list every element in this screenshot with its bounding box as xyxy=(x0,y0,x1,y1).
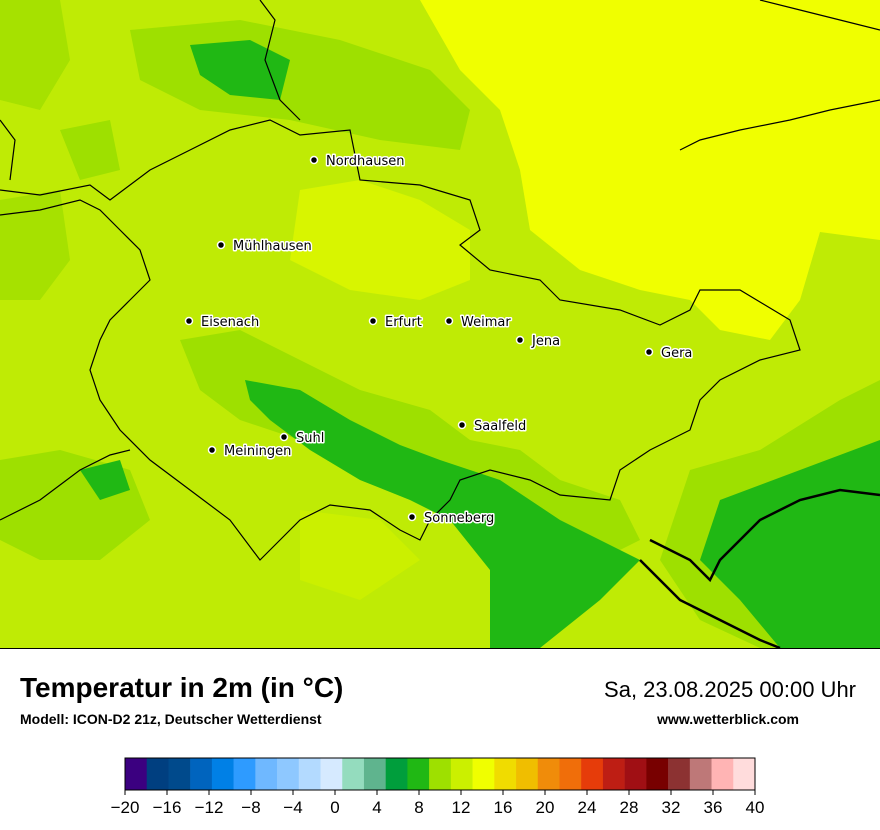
legend-tick-label: 12 xyxy=(452,798,471,817)
city-9: Meiningen xyxy=(207,443,293,461)
legend-swatch xyxy=(494,758,517,790)
city-label: Eisenach xyxy=(201,315,259,330)
city-dot-icon xyxy=(644,347,654,357)
legend-swatch xyxy=(581,758,604,790)
legend-tick-label: 36 xyxy=(704,798,723,817)
city-label: Gera xyxy=(661,346,692,361)
legend-swatch xyxy=(363,758,386,790)
city-1: Mühlhausen xyxy=(216,238,313,256)
legend-swatch xyxy=(624,758,647,790)
legend-swatch xyxy=(559,758,582,790)
legend-scale: −20 −16 −12 −8 −4 0 4 8 12 16 20 24 28 32 36 40 xyxy=(111,757,765,817)
legend-swatch xyxy=(711,758,734,790)
legend-tick-label: 24 xyxy=(578,798,597,817)
legend-swatch xyxy=(298,758,321,790)
legend-swatch xyxy=(429,758,452,790)
temperature-map[interactable]: Nordhausen Mühlhausen Eisenach Erfurt Weimar… xyxy=(0,0,880,649)
legend-tick-label: −8 xyxy=(241,798,260,817)
model-info: Modell: ICON-D2 21z, Deutscher Wetterdie… xyxy=(20,711,322,727)
legend-swatch xyxy=(385,758,408,790)
legend-swatch xyxy=(516,758,539,790)
legend-tick-label: 28 xyxy=(620,798,639,817)
legend-tick-label: 4 xyxy=(372,798,381,817)
legend-tick-label: 0 xyxy=(330,798,339,817)
forecast-datetime: Sa, 23.08.2025 00:00 Uhr xyxy=(604,677,856,702)
legend-swatch xyxy=(146,758,169,790)
legend-border xyxy=(124,757,756,791)
city-0: Nordhausen xyxy=(309,153,406,171)
legend-swatch xyxy=(125,758,148,790)
city-label: Weimar xyxy=(461,315,511,330)
city-5: Jena xyxy=(515,333,562,351)
legend-swatch xyxy=(211,758,234,790)
legend-swatch xyxy=(646,758,669,790)
city-markers: Nordhausen Mühlhausen Eisenach Erfurt Weimar… xyxy=(184,153,694,528)
city-label: Erfurt xyxy=(385,315,422,330)
legend-tick-label: −4 xyxy=(283,798,302,817)
legend-tick-label: 40 xyxy=(746,798,765,817)
legend-swatch xyxy=(233,758,256,790)
legend-swatch xyxy=(450,758,473,790)
city-dot-icon xyxy=(184,316,194,326)
city-dot-icon xyxy=(444,316,454,326)
legend-swatch xyxy=(320,758,343,790)
legend-swatch xyxy=(472,758,495,790)
legend-swatch xyxy=(689,758,712,790)
city-6: Gera xyxy=(644,345,694,363)
website-link[interactable]: www.wetterblick.com xyxy=(657,711,799,727)
map-title: Temperatur in 2m (in °C) xyxy=(20,672,344,703)
city-dot-icon xyxy=(457,420,467,430)
legend-swatch xyxy=(255,758,278,790)
legend-tick-label: −12 xyxy=(195,798,224,817)
city-8: Suhl xyxy=(279,430,326,448)
city-label: Jena xyxy=(531,334,560,349)
city-label: Suhl xyxy=(296,431,324,446)
city-dot-icon xyxy=(407,512,417,522)
city-7: Saalfeld xyxy=(457,418,528,436)
city-label: Sonneberg xyxy=(424,511,494,526)
legend-tick-label: 8 xyxy=(414,798,423,817)
city-dot-icon xyxy=(515,335,525,345)
city-3: Erfurt xyxy=(368,314,423,332)
legend-swatch xyxy=(277,758,300,790)
city-label: Meiningen xyxy=(224,444,291,459)
legend-tick-label: −16 xyxy=(153,798,182,817)
city-dot-icon xyxy=(368,316,378,326)
city-4: Weimar xyxy=(444,314,513,332)
city-label: Nordhausen xyxy=(326,154,405,169)
city-2: Eisenach xyxy=(184,314,261,332)
legend-swatch xyxy=(668,758,691,790)
legend-swatch xyxy=(537,758,560,790)
legend-tick-label: 32 xyxy=(662,798,681,817)
legend-swatch xyxy=(342,758,365,790)
map-canvas: Nordhausen Mühlhausen Eisenach Erfurt Weimar… xyxy=(0,0,880,648)
legend-tick-label: 16 xyxy=(494,798,513,817)
city-dot-icon xyxy=(207,445,217,455)
legend-swatch xyxy=(407,758,430,790)
legend-swatch xyxy=(602,758,625,790)
color-legend: −20 −16 −12 −8 −4 0 4 8 12 16 20 24 28 32 36 40 xyxy=(105,750,785,825)
legend-swatch xyxy=(733,758,756,790)
city-dot-icon xyxy=(309,155,319,165)
city-dot-icon xyxy=(279,432,289,442)
city-label: Saalfeld xyxy=(474,419,526,434)
legend-swatch xyxy=(168,758,191,790)
city-dot-icon xyxy=(216,240,226,250)
legend-tick-label: 20 xyxy=(536,798,555,817)
legend-tick-label: −20 xyxy=(111,798,140,817)
city-10: Sonneberg xyxy=(407,510,496,528)
city-label: Mühlhausen xyxy=(233,239,312,254)
legend-swatch xyxy=(190,758,213,790)
